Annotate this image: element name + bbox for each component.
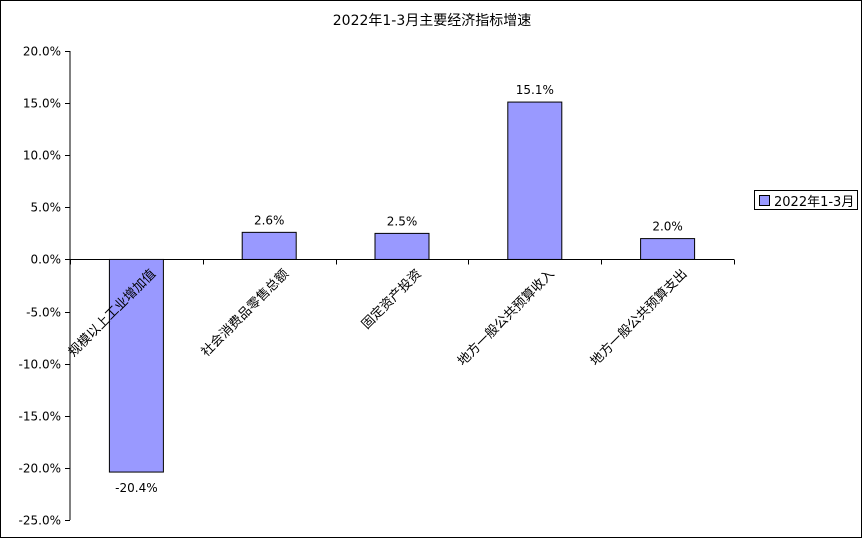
data-label: 2.0% (652, 220, 683, 234)
data-label: 2.6% (254, 213, 285, 227)
category-label: 地方一般公共预算收入 (454, 266, 557, 369)
bar (374, 232, 430, 260)
category-label: 社会消费品零售总额 (198, 266, 292, 360)
y-tick-label: -10.0% (19, 358, 61, 372)
y-tick-label: -5.0% (26, 306, 61, 320)
y-tick-label: -25.0% (19, 514, 61, 528)
y-tick-label: -20.0% (19, 462, 61, 476)
bar (241, 231, 297, 260)
category-label: 地方一般公共预算支出 (587, 266, 690, 369)
legend-label: 2022年1-3月 (774, 194, 855, 210)
bar (507, 101, 563, 260)
data-label: 15.1% (516, 83, 554, 97)
data-label: 2.5% (387, 214, 418, 228)
category-label: 固定资产投资 (358, 266, 424, 332)
y-tick-label: 20.0% (23, 45, 61, 59)
legend-swatch (759, 194, 770, 206)
y-tick-label: 5.0% (31, 201, 62, 215)
y-tick-label: -15.0% (19, 410, 61, 424)
y-tick-label: 10.0% (23, 149, 61, 163)
legend: 2022年1-3月 (754, 190, 858, 210)
data-label: -20.4% (115, 481, 157, 495)
y-tick-label: 0.0% (31, 253, 62, 267)
chart-title: 2022年1-3月主要经济指标增速 (332, 13, 532, 29)
bar (108, 258, 164, 473)
y-tick-label: 15.0% (23, 97, 61, 111)
bar (640, 238, 696, 260)
